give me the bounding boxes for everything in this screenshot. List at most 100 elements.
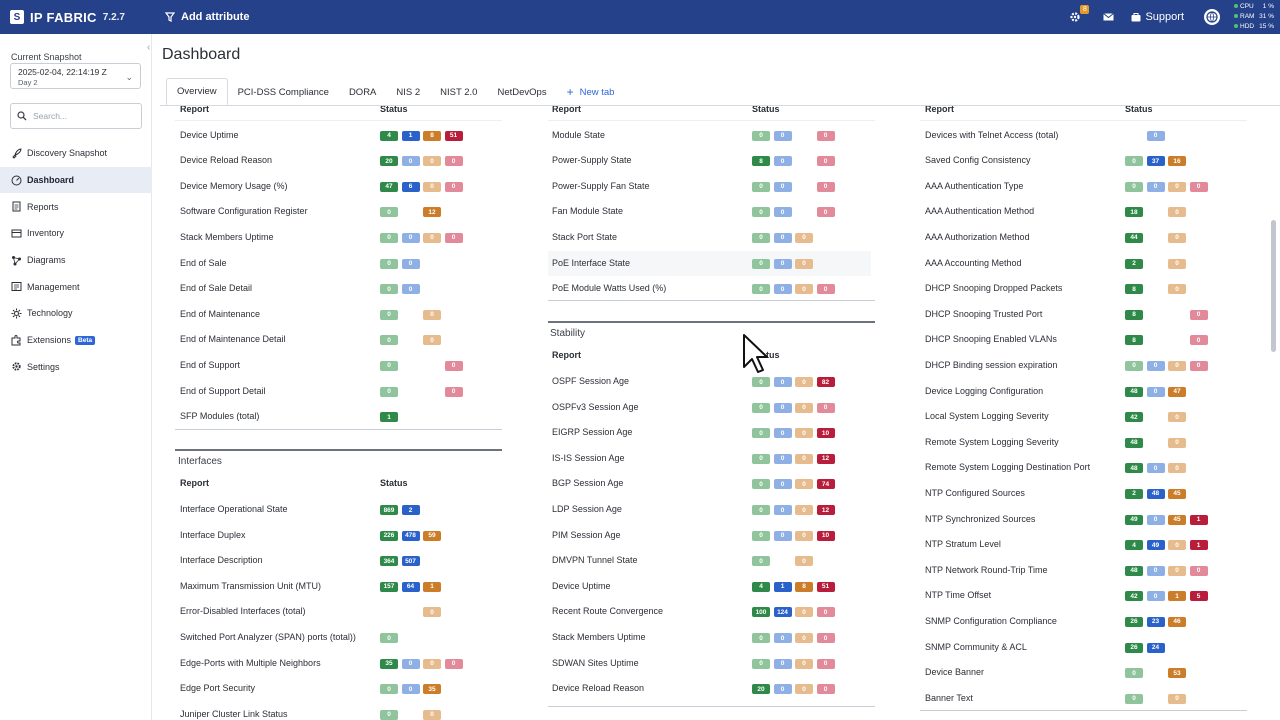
status-pill[interactable]: 0 (423, 658, 441, 669)
status-pill[interactable]: 0 (444, 386, 463, 397)
status-pill[interactable]: 0 (1168, 207, 1186, 218)
status-pill[interactable]: 0 (423, 309, 441, 320)
report-row-label[interactable]: NTP Time Offset (925, 590, 992, 601)
status-pill[interactable]: 0 (1168, 565, 1186, 576)
status-pill[interactable]: 0 (380, 335, 398, 346)
status-pill[interactable]: 0 (816, 181, 835, 192)
status-pill[interactable]: 0 (380, 284, 398, 295)
sidebar-item-discovery-snapshot[interactable]: Discovery Snapshot (0, 140, 152, 167)
status-pill[interactable]: 0 (1168, 412, 1186, 423)
status-pill[interactable]: 0 (752, 633, 770, 643)
status-pill[interactable]: 0 (795, 530, 813, 541)
report-row-label[interactable]: SNMP Configuration Compliance (925, 615, 1057, 626)
status-pill[interactable]: 0 (752, 556, 770, 567)
status-pill[interactable]: 0 (795, 505, 813, 515)
status-pill[interactable]: 0 (1146, 386, 1165, 397)
status-pill[interactable]: 0 (816, 284, 835, 295)
status-pill[interactable]: 0 (752, 207, 770, 218)
tab-pci-dss-compliance[interactable]: PCI-DSS Compliance (237, 86, 329, 98)
status-pill[interactable]: 0 (1146, 565, 1165, 576)
status-pill[interactable]: 12 (816, 453, 835, 464)
status-pill[interactable]: 0 (1168, 181, 1186, 192)
status-pill[interactable]: 46 (1168, 616, 1186, 627)
status-pill[interactable]: 0 (380, 258, 398, 269)
status-pill[interactable]: 0 (795, 258, 813, 269)
report-row-label[interactable]: DMVPN Tunnel State (552, 555, 638, 566)
status-pill[interactable]: 0 (816, 633, 835, 643)
report-row-label[interactable]: PIM Session Age (552, 529, 621, 540)
report-row[interactable] (548, 251, 871, 276)
report-row-label[interactable]: Maximum Transmission Unit (MTU) (180, 580, 322, 591)
status-pill[interactable]: 0 (773, 658, 792, 669)
status-pill[interactable]: 0 (795, 232, 813, 243)
status-pill[interactable]: 4 (380, 130, 398, 141)
status-pill[interactable]: 364 (380, 556, 398, 567)
report-row-label[interactable]: AAA Authorization Method (925, 231, 1030, 242)
status-pill[interactable]: 0 (816, 156, 835, 167)
report-row-label[interactable]: IS-IS Session Age (552, 452, 625, 463)
new-tab-button[interactable]: + New tab (557, 78, 625, 106)
status-pill[interactable]: 0 (1189, 309, 1208, 320)
status-pill[interactable]: 0 (423, 181, 441, 192)
status-pill[interactable]: 0 (1168, 258, 1186, 269)
report-row-label[interactable]: Recent Route Convergence (552, 606, 664, 617)
status-pill[interactable]: 0 (752, 258, 770, 269)
status-pill[interactable]: 0 (816, 607, 835, 618)
report-row-label[interactable]: End of Maintenance Detail (180, 334, 286, 345)
sidebar-item-reports[interactable]: Reports (0, 193, 152, 220)
report-row-label[interactable]: NTP Configured Sources (925, 487, 1025, 498)
status-pill[interactable]: 0 (1168, 232, 1186, 243)
report-row-label[interactable]: PoE Interface State (552, 257, 631, 268)
status-pill[interactable]: 0 (1146, 591, 1165, 602)
status-pill[interactable]: 8 (1125, 335, 1143, 346)
status-pill[interactable]: 24 (1146, 642, 1165, 653)
status-pill[interactable]: 0 (423, 709, 441, 720)
report-row-label[interactable]: Switched Port Analyzer (SPAN) ports (tot… (180, 632, 356, 642)
status-pill[interactable]: 0 (423, 232, 441, 243)
status-pill[interactable]: 0 (752, 402, 770, 413)
status-pill[interactable]: 1 (423, 581, 441, 592)
status-pill[interactable]: 48 (1146, 488, 1165, 499)
sidebar-item-diagrams[interactable]: Diagrams (0, 247, 152, 274)
status-pill[interactable]: 0 (423, 335, 441, 346)
status-pill[interactable]: 0 (1146, 463, 1165, 474)
status-pill[interactable]: 0 (816, 684, 835, 695)
support-button[interactable]: Support (1131, 11, 1184, 23)
status-pill[interactable]: 4 (752, 581, 770, 592)
report-row-label[interactable]: OSPFv3 Session Age (552, 401, 639, 412)
status-pill[interactable]: 47 (380, 181, 398, 192)
tab-nis-2[interactable]: NIS 2 (396, 86, 421, 98)
status-pill[interactable]: 1 (401, 130, 420, 141)
status-pill[interactable]: 0 (752, 505, 770, 515)
status-pill[interactable]: 0 (752, 530, 770, 541)
status-pill[interactable]: 0 (401, 658, 420, 669)
tab-nist-2-0[interactable]: NIST 2.0 (440, 86, 478, 98)
status-pill[interactable]: 1 (1168, 591, 1186, 602)
status-pill[interactable]: 42 (1125, 412, 1143, 423)
status-pill[interactable]: 1 (1189, 540, 1208, 551)
status-pill[interactable]: 18 (1125, 207, 1143, 218)
report-row-label[interactable]: Module State (552, 129, 606, 140)
report-row-label[interactable]: AAA Authentication Method (925, 206, 1035, 217)
status-pill[interactable]: 0 (773, 258, 792, 269)
report-row-label[interactable]: Edge-Ports with Multiple Neighbors (180, 657, 321, 668)
status-pill[interactable]: 26 (1125, 616, 1143, 627)
status-pill[interactable]: 0 (444, 156, 463, 167)
report-row-label[interactable]: NTP Stratum Level (925, 539, 1001, 550)
status-pill[interactable]: 5 (1189, 591, 1208, 602)
status-pill[interactable]: 0 (1125, 668, 1143, 679)
status-pill[interactable]: 0 (1189, 360, 1208, 371)
report-row-label[interactable]: Interface Duplex (180, 529, 246, 540)
report-row-label[interactable]: Device Banner (925, 667, 985, 678)
status-pill[interactable]: 8 (1125, 284, 1143, 295)
status-pill[interactable]: 0 (1125, 156, 1143, 167)
status-pill[interactable]: 0 (752, 181, 770, 192)
report-row-label[interactable]: Interface Description (180, 555, 263, 566)
messages-button[interactable] (1099, 8, 1117, 26)
status-pill[interactable]: 0 (795, 684, 813, 695)
status-pill[interactable]: 16 (1168, 156, 1186, 167)
report-row-label[interactable]: Power-Supply State (552, 155, 632, 166)
status-pill[interactable]: 12 (423, 207, 441, 218)
report-row-label[interactable]: Juniper Cluster Link Status (180, 708, 288, 719)
status-pill[interactable]: 0 (773, 453, 792, 464)
